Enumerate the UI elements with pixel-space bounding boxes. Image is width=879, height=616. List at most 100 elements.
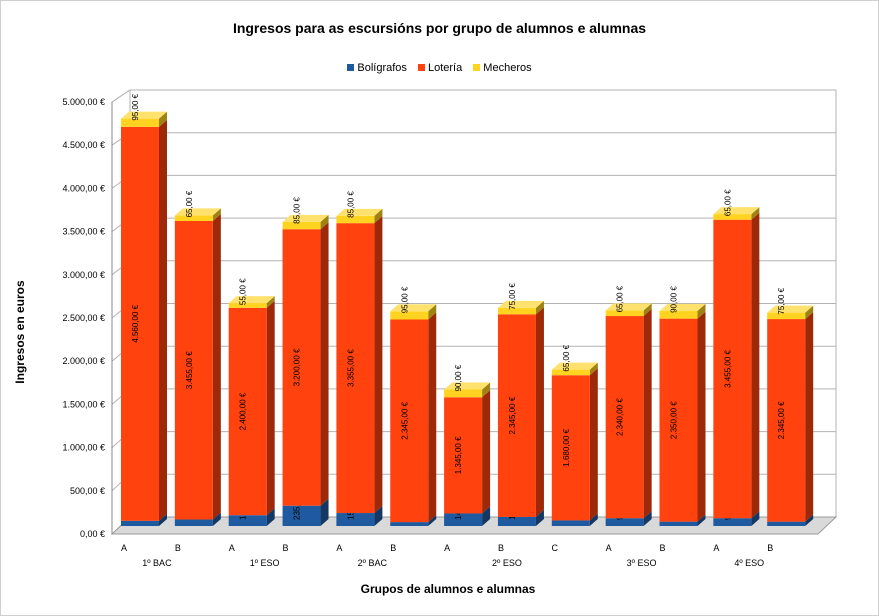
bar-front-face — [551, 375, 590, 521]
bar-mecheros-0 — [121, 111, 167, 127]
bar-top-face — [228, 296, 275, 304]
bar-front-face — [659, 521, 698, 526]
x-group-label: 1º BAC — [142, 558, 172, 568]
bar-front-face — [390, 522, 429, 526]
bar-front-face — [336, 223, 375, 514]
data-label: 3.455,00 € — [723, 350, 732, 388]
bar-bol-grafos-12 — [767, 514, 814, 526]
data-label: 75,00 € — [777, 287, 786, 314]
bar-front-face — [336, 513, 375, 526]
x-tick-label: B — [175, 543, 181, 553]
legend-item-boligrafos: Bolígrafos — [347, 62, 407, 74]
bar-front-face — [121, 126, 159, 521]
bar-side-face — [482, 390, 491, 514]
bar-front-face — [605, 518, 644, 526]
y-tick-label: 500,00 € — [70, 486, 105, 496]
y-tick-label: 3.500,00 € — [62, 227, 105, 237]
legend-item-mecheros: Mecheros — [473, 62, 532, 74]
bar-side-face — [320, 498, 329, 526]
bar-front-face — [767, 521, 806, 526]
bar-front-face — [282, 505, 321, 526]
bar-loter-a-10 — [659, 311, 706, 522]
bar-front-face — [551, 369, 590, 376]
data-label: 65,00 € — [616, 285, 625, 312]
bar-loter-a-5 — [390, 312, 437, 523]
y-tick-label: 4.000,00 € — [62, 183, 105, 193]
bar-bol-grafos-0 — [121, 513, 167, 526]
bar-side-face — [535, 307, 544, 517]
bar-top-face — [497, 300, 544, 308]
bar-loter-a-12 — [767, 312, 814, 522]
bar-side-face — [266, 508, 275, 526]
bar-top-face — [605, 303, 652, 311]
bar-front-face — [497, 307, 536, 315]
bar-front-face — [390, 319, 429, 523]
bar-front-face — [551, 520, 590, 526]
bar-mecheros-4 — [336, 208, 383, 224]
bar-side-face — [643, 511, 652, 526]
bar-top-face — [390, 304, 437, 312]
data-label: 2.345,00 € — [508, 396, 517, 434]
x-tick-label: B — [390, 543, 396, 553]
bar-front-face — [444, 389, 483, 398]
bar-front-face — [659, 310, 698, 319]
bar-loter-a-3 — [282, 222, 329, 506]
bar-top-face — [174, 208, 221, 216]
bar-bol-grafos-3 — [282, 498, 329, 526]
bar-top-face — [336, 208, 383, 216]
bar-side-face — [159, 119, 167, 521]
bar-front-face — [174, 221, 213, 520]
bar-side-face — [374, 506, 383, 526]
data-label: 1.680,00 € — [562, 428, 571, 466]
y-tick-label: 4.500,00 € — [62, 140, 105, 150]
bar-top-face — [282, 214, 329, 222]
y-tick-label: 0,00 € — [80, 529, 105, 539]
bar-side-face — [266, 300, 275, 516]
bar-front-face — [713, 214, 752, 220]
data-label: 65,00 € — [185, 190, 194, 217]
data-label: 65,00 € — [562, 344, 571, 371]
bar-side-face — [751, 212, 760, 519]
data-label: 1.345,00 € — [454, 436, 463, 474]
legend-label-boligrafos: Bolígrafos — [357, 62, 407, 74]
x-tick-label: A — [336, 543, 342, 553]
bar-side-face — [159, 111, 167, 127]
bar-bol-grafos-7 — [497, 509, 544, 526]
legend-swatch-boligrafos — [347, 64, 355, 71]
bar-bol-grafos-2 — [228, 508, 275, 526]
bar-mecheros-6 — [444, 382, 491, 398]
data-label: 2.400,00 € — [239, 392, 248, 430]
data-label: 65,00 € — [723, 189, 732, 216]
data-label: 3.455,00 € — [185, 351, 194, 389]
bar-front-face — [659, 318, 698, 522]
bar-side-face — [374, 216, 383, 514]
bar-side-face — [535, 300, 544, 315]
data-label: 55,00 € — [239, 278, 248, 305]
bar-loter-a-2 — [228, 300, 275, 516]
x-group-label: 3º ESO — [627, 558, 657, 568]
bar-front-face — [228, 515, 267, 526]
bar-front-face — [174, 519, 213, 526]
bar-bol-grafos-11 — [713, 511, 760, 526]
data-label: 85,00 € — [293, 197, 302, 224]
x-tick-label: A — [713, 543, 719, 553]
bar-side-face — [751, 207, 760, 220]
bar-top-face — [121, 111, 167, 119]
x-tick-label: B — [498, 543, 504, 553]
bar-bol-grafos-4 — [336, 506, 383, 526]
data-label: 2.350,00 € — [670, 401, 679, 439]
bar-front-face — [228, 303, 267, 308]
bar-front-face — [767, 312, 806, 320]
bar-side-face — [266, 296, 275, 308]
data-label: 90,00 € — [670, 286, 679, 313]
legend-item-loteria: Lotería — [417, 62, 463, 74]
legend: Bolígrafos Lotería Mecheros — [0, 62, 879, 74]
bar-bol-grafos-8 — [551, 513, 598, 526]
legend-label-loteria: Lotería — [427, 62, 463, 74]
bar-side-face — [697, 514, 706, 526]
bar-loter-a-9 — [605, 309, 652, 519]
bar-bol-grafos-9 — [605, 511, 652, 526]
bar-side-face — [374, 208, 383, 224]
bar-front-face — [605, 310, 644, 317]
bar-mecheros-7 — [497, 300, 544, 315]
